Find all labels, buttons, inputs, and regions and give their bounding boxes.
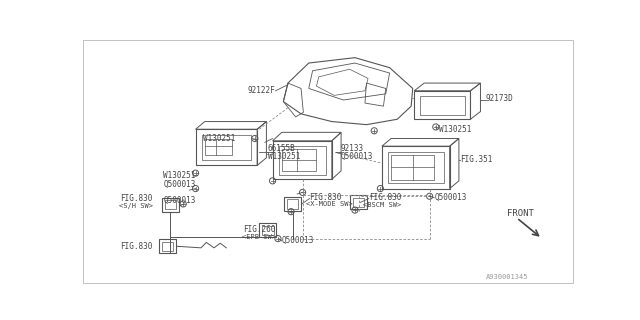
Text: Q500013: Q500013 xyxy=(282,236,314,245)
Text: Q500013: Q500013 xyxy=(163,180,196,189)
Text: 66155B: 66155B xyxy=(268,144,296,153)
Text: Q500013: Q500013 xyxy=(435,193,467,202)
Text: FIG.830: FIG.830 xyxy=(120,242,152,251)
Text: FRONT: FRONT xyxy=(507,210,534,219)
Text: W130251: W130251 xyxy=(268,152,300,161)
Text: FIG.830: FIG.830 xyxy=(310,193,342,202)
Text: FIG.830: FIG.830 xyxy=(120,194,152,203)
Text: W130251: W130251 xyxy=(163,171,196,180)
Text: FIG.351: FIG.351 xyxy=(460,155,493,164)
Text: W130251: W130251 xyxy=(439,125,471,134)
Text: Q500013: Q500013 xyxy=(163,196,196,204)
Text: FIG.260: FIG.260 xyxy=(243,225,276,234)
Text: 92133: 92133 xyxy=(340,144,364,153)
Text: 92173D: 92173D xyxy=(486,94,514,103)
Text: FIG.830: FIG.830 xyxy=(369,193,401,202)
Text: Q500013: Q500013 xyxy=(340,152,372,161)
Text: A930001345: A930001345 xyxy=(486,274,528,280)
Text: <X-MODE SW>: <X-MODE SW> xyxy=(306,201,353,207)
Text: <EPB SW>: <EPB SW> xyxy=(242,234,276,240)
Text: W130251: W130251 xyxy=(204,134,236,143)
Text: <S/H SW>: <S/H SW> xyxy=(118,203,152,209)
Text: 92122F: 92122F xyxy=(247,86,275,95)
Text: <BSCM SW>: <BSCM SW> xyxy=(363,202,401,208)
